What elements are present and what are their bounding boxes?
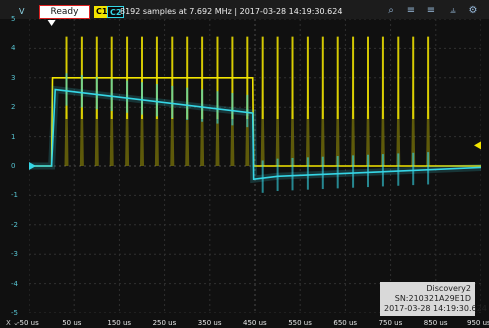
y-tick-label: 2 (11, 103, 16, 112)
x-tick-label: 50 us (62, 319, 82, 327)
cursor-a-icon[interactable]: ≡ (406, 5, 416, 16)
device-name: Discovery2 (426, 284, 471, 293)
x-tick-label: -50 us (17, 319, 39, 327)
y-tick-label: 4 (11, 44, 16, 53)
channel-2-badge[interactable]: C2 (107, 6, 125, 18)
trigger-position-marker (47, 20, 56, 26)
x-tick-label: 650 us (333, 319, 358, 327)
c2-trace (29, 88, 481, 181)
ready-status-button[interactable]: Ready (39, 5, 90, 19)
top-status-bar: V Ready C1 C2 8192 samples at 7.692 MHz … (0, 0, 489, 19)
plot-area[interactable] (29, 19, 481, 313)
measure-icon[interactable]: ⫨ (450, 5, 456, 16)
markers (29, 20, 481, 170)
device-timestamp: 2017-03-28 14:19:30.624 (384, 304, 487, 313)
y-unit-label: V (19, 7, 25, 16)
trigger-level-marker (474, 141, 481, 150)
y-tick-label: -1 (11, 191, 18, 200)
y-tick-label: -5 (11, 309, 18, 317)
x-tick-label: 250 us (152, 319, 177, 327)
y-tick-label: 0 (11, 162, 16, 170)
y-tick-label: 3 (11, 73, 16, 82)
x-tick-label: 950 us (467, 319, 489, 327)
y-tick-label: -3 (11, 250, 18, 259)
y-tick-label: -4 (11, 279, 18, 288)
acquisition-info: 8192 samples at 7.692 MHz | 2017-03-28 1… (120, 7, 343, 16)
settings-icon[interactable]: ⚙ (468, 5, 478, 16)
c2-offset-marker (29, 162, 36, 170)
x-tick-label: 550 us (288, 319, 312, 327)
x-tick-label: 350 us (197, 319, 222, 327)
x-axis-selector[interactable]: X ⌄ (6, 319, 19, 327)
y-tick-label: 1 (11, 132, 16, 141)
zoom-icon[interactable]: ⌕ (388, 5, 394, 16)
channel-1-badge[interactable]: C1 (94, 6, 110, 18)
device-serial: SN:210321A29E1D (394, 294, 471, 303)
traces (29, 36, 481, 193)
x-tick-label: 450 us (243, 319, 267, 327)
x-tick-label: 150 us (107, 319, 132, 327)
x-tick-label: 750 us (378, 319, 403, 327)
y-tick-label: -2 (11, 220, 18, 229)
device-info-box: Discovery2 SN:210321A29E1D 2017-03-28 14… (380, 282, 487, 316)
y-tick-label: 5 (11, 15, 16, 23)
x-tick-label: 850 us (423, 319, 448, 327)
cursor-b-icon[interactable]: ≡ (426, 5, 436, 16)
